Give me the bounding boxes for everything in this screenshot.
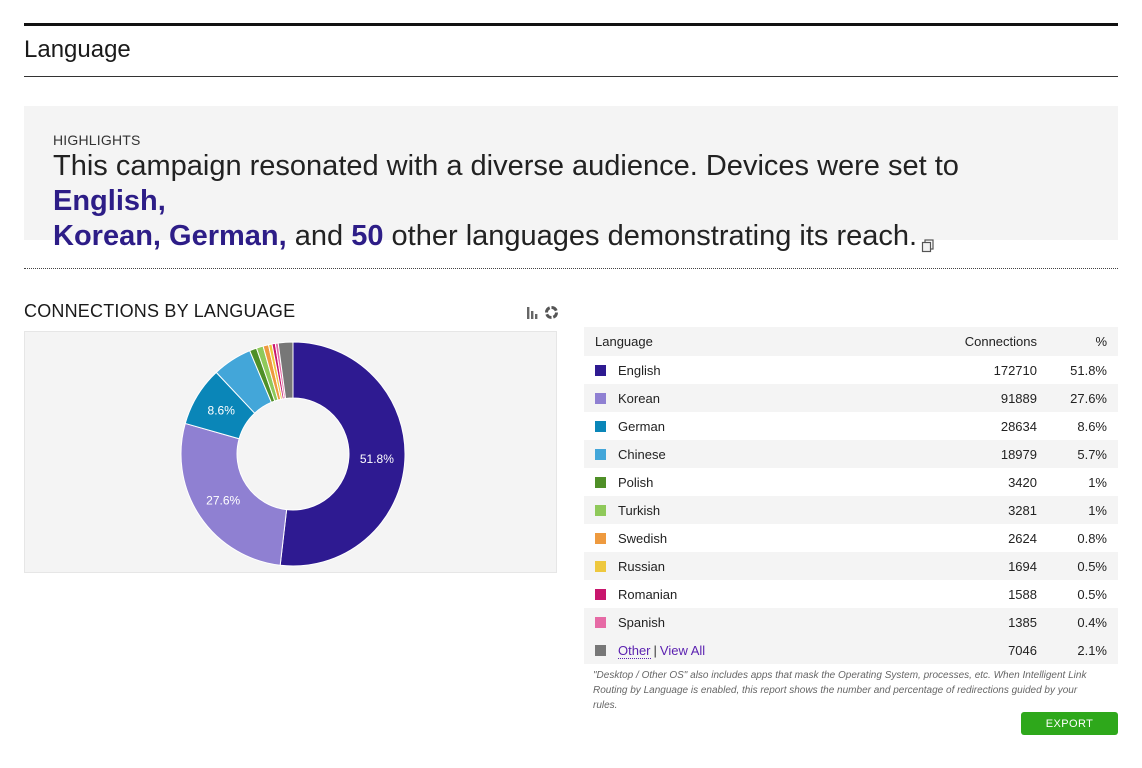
legend-swatch-chinese [595, 448, 606, 460]
table-row: Swedish 2624 0.8% [584, 524, 1118, 552]
cell-language: Chinese [618, 446, 666, 462]
cell-language: Russian [618, 558, 665, 574]
cell-connections: 2624 [1008, 530, 1037, 546]
table-row-other: Other | View All 7046 2.1% [584, 636, 1118, 664]
cell-connections: 18979 [886, 440, 1048, 468]
table-footnote: "Desktop / Other OS" also includes apps … [593, 670, 1087, 711]
highlight-lang-1: English, [53, 185, 166, 217]
link-separator: | [653, 642, 657, 658]
section-divider [24, 268, 1118, 269]
donut-chart-panel: 51.8% 27.6% 8.6% [24, 331, 557, 573]
cell-language: Romanian [618, 586, 678, 602]
cell-percent-other: 2.1% [1048, 636, 1118, 664]
cell-connections: 3281 [886, 496, 1048, 524]
highlight-lang-3: German, [169, 220, 287, 252]
cell-connections: 1694 [886, 552, 1048, 580]
cell-percent: 0.5% [1048, 552, 1118, 580]
highlights-label: HIGHLIGHTS [53, 132, 141, 148]
table-row: Turkish 3281 1% [584, 496, 1118, 524]
table-row: English 172710 51.8% [584, 356, 1118, 384]
table-header-row: Language Connections % [584, 327, 1118, 356]
legend-swatch-other [595, 644, 606, 656]
cell-language: Spanish [618, 614, 665, 630]
chart-section-title: CONNECTIONS BY LANGUAGE [24, 301, 296, 321]
cell-language: English [618, 362, 661, 378]
highlights-text-2: and [286, 220, 352, 252]
cell-language: German [618, 418, 665, 434]
cell-connections: 1588 [1008, 586, 1037, 602]
donut-label-english: 51.8% [360, 452, 394, 466]
other-link[interactable]: Other [618, 642, 651, 659]
highlight-lang-2: Korean, [53, 220, 161, 252]
cell-percent: 0.8% [1077, 530, 1107, 546]
cell-connections-other: 7046 [886, 636, 1048, 664]
legend-swatch-turkish [595, 504, 606, 516]
donut-label-german: 8.6% [208, 403, 236, 417]
table-row: Spanish 1385 0.4% [584, 608, 1118, 636]
cell-connections: 172710 [993, 362, 1037, 378]
cell-language: Polish [618, 474, 654, 490]
highlight-count: 50 [351, 220, 384, 252]
donut-chart: 51.8% 27.6% 8.6% [180, 341, 406, 567]
language-table-wrap: Language Connections % English 172710 51.8… [584, 327, 1118, 664]
donut-slice-korean[interactable] [180, 422, 288, 566]
cell-connections: 1385 [886, 608, 1048, 636]
view-all-link[interactable]: View All [659, 642, 706, 658]
cell-percent: 1% [1088, 474, 1107, 490]
highlights-text: This campaign resonated with a diverse a… [53, 149, 1073, 254]
table-row: Korean 91889 27.6% [584, 384, 1118, 412]
donut-chart-icon[interactable] [544, 305, 559, 320]
bar-chart-icon[interactable] [525, 305, 540, 320]
table-row: Chinese 18979 5.7% [584, 440, 1118, 468]
donut-label-korean: 27.6% [206, 494, 240, 508]
cell-percent: 27.6% [1048, 384, 1118, 412]
cell-language: Turkish [618, 502, 661, 518]
table-row: Romanian 1588 0.5% [584, 580, 1118, 608]
legend-swatch-korean [595, 392, 606, 404]
legend-swatch-polish [595, 476, 606, 488]
export-button[interactable]: EXPORT [1021, 712, 1118, 735]
cell-language: Swedish [618, 530, 668, 546]
donut-slice-other[interactable] [277, 341, 294, 400]
cell-language: Korean [618, 390, 660, 406]
cell-connections: 3420 [1008, 474, 1037, 490]
cell-percent: 0.5% [1077, 586, 1107, 602]
legend-swatch-spanish [595, 616, 606, 628]
title-divider [24, 76, 1118, 77]
table-row: Polish 3420 1% [584, 468, 1118, 496]
highlights-panel: HIGHLIGHTS This campaign resonated with … [24, 106, 1118, 253]
col-header-percent: % [1048, 327, 1118, 356]
cell-percent: 51.8% [1070, 362, 1107, 378]
table-row: Russian 1694 0.5% [584, 552, 1118, 580]
table-row: German 28634 8.6% [584, 412, 1118, 440]
language-table: Language Connections % English 172710 51.8… [584, 327, 1118, 664]
legend-swatch-english [595, 364, 606, 376]
cell-percent: 0.4% [1048, 608, 1118, 636]
donut-slice-english[interactable] [279, 341, 406, 567]
legend-swatch-romanian [595, 588, 606, 600]
top-rule [24, 23, 1118, 26]
page-title: Language [24, 36, 131, 63]
copy-icon[interactable] [921, 227, 935, 253]
highlights-text-1: This campaign resonated with a diverse a… [53, 150, 959, 182]
legend-swatch-german [595, 420, 606, 432]
cell-percent: 5.7% [1048, 440, 1118, 468]
col-header-language: Language [584, 327, 886, 356]
cell-connections: 91889 [886, 384, 1048, 412]
cell-percent: 8.6% [1077, 418, 1107, 434]
col-header-connections: Connections [886, 327, 1048, 356]
legend-swatch-swedish [595, 532, 606, 544]
highlights-text-3: other languages demonstrating its reach. [383, 220, 918, 252]
cell-percent: 1% [1048, 496, 1118, 524]
cell-connections: 28634 [1000, 418, 1037, 434]
legend-swatch-russian [595, 560, 606, 572]
